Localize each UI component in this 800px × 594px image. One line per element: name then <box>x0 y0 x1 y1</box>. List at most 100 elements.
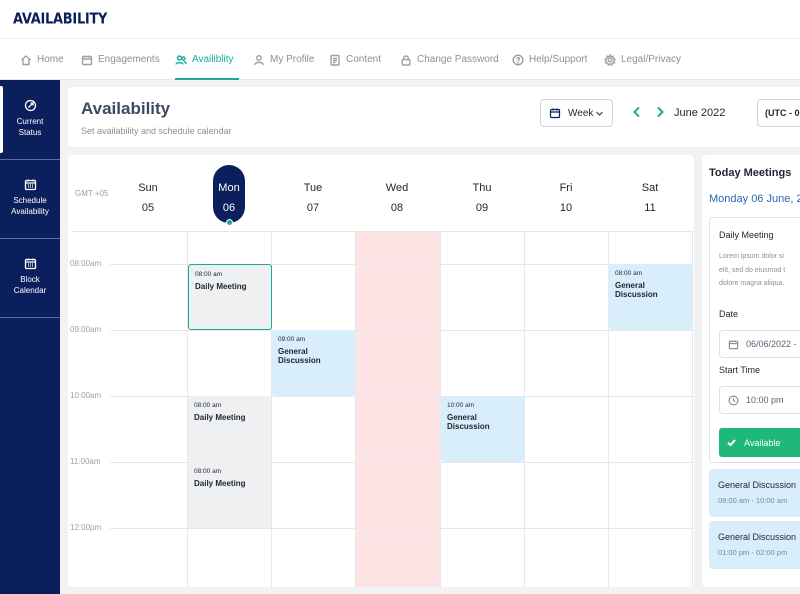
calendar-event[interactable]: 08:00 am Daily Meeting <box>188 264 272 330</box>
calendar-icon <box>549 108 561 119</box>
sidebar-item-label: Current <box>16 117 44 126</box>
day-name: Tue <box>303 182 323 194</box>
month-label: June 2022 <box>674 107 726 119</box>
day-name: Fri <box>559 182 573 194</box>
date-field[interactable]: 06/06/2022 - <box>719 330 800 358</box>
nav-item-label: My Profile <box>270 54 315 65</box>
nav-item-label: Home <box>37 54 64 65</box>
calendar-event[interactable]: 08:00 am Daily Meeting <box>188 396 271 462</box>
week-calendar: GMT +05 Sun 05 Mon 06 Tue 07 Wed 08 Thu … <box>68 155 694 587</box>
nav-item-label: Help/Support <box>529 54 588 65</box>
sidebar: Current Status Schedule Availability Blo… <box>0 80 60 594</box>
sidebar-item-label: Status <box>18 128 42 137</box>
timezone-select[interactable]: (UTC - 06 <box>757 99 800 127</box>
day-header-sun[interactable]: Sun 05 <box>106 155 190 231</box>
status-icon <box>24 99 36 112</box>
meeting-description-line: elit, sed do eiusmod t <box>719 266 786 274</box>
clock-icon <box>728 395 739 405</box>
grid-line <box>110 264 694 265</box>
nav-item-change-password[interactable]: Change Password <box>400 39 499 80</box>
chevron-right-icon <box>657 106 664 118</box>
day-name: Wed <box>385 182 409 194</box>
event-title: Daily Meeting <box>195 282 247 291</box>
day-header-mon[interactable]: Mon 06 <box>187 155 271 231</box>
available-button[interactable]: Available <box>719 428 800 457</box>
nav-item-label: Content <box>346 54 382 65</box>
grid-column-line <box>355 231 356 587</box>
users-icon <box>175 54 187 65</box>
day-header-sat[interactable]: Sat 11 <box>608 155 692 231</box>
day-header-wed[interactable]: Wed 08 <box>355 155 439 231</box>
event-title: General Discussion <box>278 347 321 365</box>
nav-item-home[interactable]: Home <box>20 39 64 80</box>
day-name: Sun <box>138 182 158 194</box>
calendar-grid-icon <box>24 179 36 191</box>
nav-item-my-profile[interactable]: My Profile <box>253 39 314 80</box>
event-time: 08:00 am <box>194 402 222 409</box>
nav-item-engagements[interactable]: Engagements <box>81 39 160 80</box>
date-value: 06/06/2022 - <box>746 339 797 349</box>
time-label: 09:00am <box>70 325 102 334</box>
day-name: Thu <box>472 182 492 194</box>
calendar-event[interactable]: 09:00 am General Discussion <box>272 330 355 396</box>
nav-item-legal-privacy[interactable]: Legal/Privacy <box>604 39 681 80</box>
nav-item-content[interactable]: Content <box>329 39 381 80</box>
sidebar-item-current-status[interactable]: Current Status <box>0 80 60 160</box>
sidebar-item-label: Calendar <box>13 286 47 295</box>
day-name: Mon <box>218 182 240 194</box>
user-icon <box>254 54 264 65</box>
chevron-down-icon <box>595 109 604 121</box>
home-icon <box>21 54 31 65</box>
calendar-icon <box>81 55 93 65</box>
meeting-list-time: 09:00 am - 10:00 am <box>718 496 788 505</box>
today-dot <box>225 219 233 226</box>
day-date: 08 <box>390 202 404 214</box>
calendar-event[interactable]: 08:00 am Daily Meeting <box>188 462 271 528</box>
day-header-thu[interactable]: Thu 09 <box>440 155 524 231</box>
nav-item-availability[interactable]: Availiblity <box>175 39 239 80</box>
day-name: Sat <box>641 182 659 194</box>
meeting-list-item[interactable]: General Discussion 01:00 pm - 02:00 pm <box>709 521 800 569</box>
top-nav: Home Engagements Availiblity My Profile … <box>0 38 800 80</box>
nav-item-label: Availiblity <box>192 54 234 65</box>
calendar-event[interactable]: 10:00 am General Discussion <box>441 396 524 462</box>
sidebar-item-label: Schedule <box>13 196 47 205</box>
app-logo[interactable]: AVAILABILITY <box>13 11 108 29</box>
today-meetings-panel: Today Meetings Monday 06 June, 2 Daily M… <box>702 155 800 587</box>
page-subtitle: Set availability and schedule calendar <box>81 126 232 136</box>
available-button-label: Available <box>744 437 781 448</box>
event-time: 09:00 am <box>278 336 306 343</box>
grid-line <box>110 396 694 397</box>
meeting-list-time: 01:00 pm - 02:00 pm <box>718 548 788 557</box>
calendar-event[interactable]: 08:00 am General Discussion <box>609 264 692 330</box>
view-select[interactable]: Week <box>540 99 613 127</box>
time-label: 12:00pm <box>70 523 102 532</box>
grid-line <box>110 330 694 331</box>
sidebar-item-schedule-availability[interactable]: Schedule Availability <box>0 160 60 239</box>
meeting-list-item[interactable]: General Discussion 09:00 am - 10:00 am <box>709 469 800 517</box>
gmt-label: GMT +05 <box>75 189 109 198</box>
grid-column-line <box>524 231 525 587</box>
grid-column-line <box>608 231 609 587</box>
time-label: 10:00am <box>70 391 102 400</box>
today-meetings-title: Today Meetings <box>709 167 792 179</box>
date-label: Date <box>719 309 739 319</box>
day-date: 05 <box>141 202 155 214</box>
meeting-description: Lorem ipsum dolor si elit, sed do eiusmo… <box>719 250 800 291</box>
nav-item-label: Engagements <box>98 54 160 65</box>
nav-item-help-support[interactable]: Help/Support <box>512 39 587 80</box>
next-month-button[interactable] <box>655 105 667 119</box>
prev-month-button[interactable] <box>632 105 644 119</box>
grid-line <box>71 231 694 232</box>
sidebar-item-block-calendar[interactable]: Block Calendar <box>0 239 60 318</box>
chevron-left-icon <box>633 106 640 118</box>
meeting-description-line: dolore magna aliqua. <box>719 280 785 287</box>
page-title: Availability <box>81 99 171 118</box>
calendar-icon <box>728 339 739 349</box>
day-header-tue[interactable]: Tue 07 <box>271 155 355 231</box>
meeting-list-title: General Discussion <box>718 532 797 542</box>
event-time: 08:00 am <box>194 468 222 475</box>
day-header-fri[interactable]: Fri 10 <box>524 155 608 231</box>
grid-line <box>110 462 694 463</box>
start-time-field[interactable]: 10:00 pm <box>719 386 800 414</box>
